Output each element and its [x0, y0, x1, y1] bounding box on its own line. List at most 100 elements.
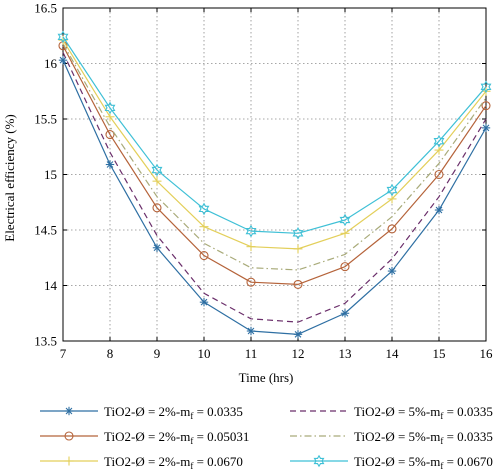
x-tick-label: 13: [339, 346, 352, 361]
legend-label: TiO2-Ø = 5%-mf = 0.0335: [354, 404, 493, 421]
series-6-point: [292, 227, 304, 240]
y-tick-label: 13.5: [34, 334, 57, 349]
series-1-point: [387, 266, 397, 276]
series-1-point: [199, 297, 209, 307]
legend-label-subscript: f: [440, 461, 443, 471]
series-3-point: [293, 279, 303, 289]
series-2: [62, 52, 487, 323]
x-tick-label: 10: [198, 346, 211, 361]
legend-label-suffix: = 0.0335: [193, 404, 243, 419]
x-axis-label: Time (hrs): [239, 370, 294, 385]
legend-swatch-marker: [64, 406, 74, 416]
legend-label-suffix: = 0.0670: [193, 454, 243, 469]
series-5-line: [62, 39, 487, 250]
legend-label: TiO2-Ø = 5%-mf = 0.0670: [354, 454, 493, 471]
legend-label-subscript: f: [440, 411, 443, 421]
series-1-point: [434, 205, 444, 215]
series-3: [58, 41, 491, 289]
series-4: [62, 43, 487, 271]
legend-item-1: TiO2-Ø = 2%-mf = 0.0335: [40, 404, 243, 421]
series-4-line: [62, 43, 487, 271]
y-tick-label: 16.5: [34, 1, 57, 16]
series-6-point: [339, 213, 351, 227]
x-tick-label: 7: [60, 346, 67, 361]
x-tick-label: 9: [154, 346, 161, 361]
legend-label-subscript: f: [190, 461, 193, 471]
series-6-point: [245, 224, 257, 238]
series-group: [57, 30, 492, 339]
legend-label-prefix: TiO2-Ø = 2%-m: [104, 429, 190, 444]
legend-label: TiO2-Ø = 5%-mf = 0.0335: [354, 429, 493, 446]
series-1-point: [340, 309, 350, 318]
series-3-point: [481, 101, 491, 111]
legend-label-suffix: = 0.0670: [443, 454, 493, 469]
series-2-line: [62, 52, 487, 323]
legend-label-prefix: TiO2-Ø = 5%-m: [354, 404, 440, 419]
series-3-point: [340, 262, 350, 272]
x-tick-label: 14: [386, 346, 400, 361]
series-6: [57, 30, 492, 240]
legend-label-prefix: TiO2-Ø = 5%-m: [354, 454, 440, 469]
legend-swatch-marker: [313, 454, 325, 468]
series-1-point: [105, 160, 115, 169]
series-3-point: [152, 203, 162, 213]
legend-label-subscript: f: [190, 411, 193, 421]
series-5-point: [246, 242, 256, 252]
legend-label-suffix: = 0.0335: [443, 429, 493, 444]
legend-label: TiO2-Ø = 2%-mf = 0.0670: [104, 454, 243, 471]
series-6-point: [433, 134, 445, 148]
series-1-point: [58, 55, 68, 65]
x-tick-label: 15: [433, 346, 446, 361]
series-3-point: [387, 224, 397, 234]
legend-label-subscript: f: [190, 436, 193, 446]
y-tick-label: 16: [44, 56, 58, 71]
legend-item-6: TiO2-Ø = 5%-mf = 0.0670: [290, 454, 493, 471]
legend-item-4: TiO2-Ø = 5%-mf = 0.0335: [290, 429, 493, 446]
series-6-point: [198, 202, 210, 216]
series-1-point: [293, 330, 303, 339]
series-3-point: [199, 250, 209, 261]
legend-label-prefix: TiO2-Ø = 2%-m: [104, 404, 190, 419]
legend-item-5: TiO2-Ø = 2%-mf = 0.0670: [40, 454, 243, 471]
legend-label-suffix: = 0.0335: [443, 404, 493, 419]
x-tick-label: 16: [480, 346, 494, 361]
series-3-point: [105, 129, 115, 140]
series-6-point: [57, 30, 69, 44]
series-5-point: [293, 244, 303, 254]
series-6-line: [62, 36, 487, 234]
series-5-point: [199, 222, 209, 232]
series-5-point: [152, 176, 162, 186]
legend: TiO2-Ø = 2%-mf = 0.0335 TiO2-Ø = 5%-mf = …: [40, 404, 493, 471]
legend-swatch-marker: [64, 456, 74, 466]
series-3-point: [434, 169, 444, 180]
series-6-point: [104, 101, 116, 115]
series-3-line: [62, 45, 487, 285]
legend-label-suffix: = 0.05031: [193, 429, 249, 444]
series-3-point: [246, 277, 256, 287]
series-6-point: [480, 80, 492, 94]
series-1-point: [481, 123, 491, 133]
legend-swatch-marker: [64, 431, 74, 441]
legend-label: TiO2-Ø = 2%-mf = 0.0335: [104, 404, 243, 421]
y-tick-label: 15.5: [34, 112, 57, 127]
legend-label-subscript: f: [440, 436, 443, 446]
y-tick-label: 14: [44, 278, 58, 293]
x-tick-label: 12: [292, 346, 305, 361]
series-6-point: [151, 163, 163, 177]
series-5-point: [340, 228, 350, 238]
series-5: [58, 35, 491, 254]
series-1-point: [246, 326, 256, 336]
series-1-line: [62, 59, 487, 335]
legend-label: TiO2-Ø = 2%-mf = 0.05031: [104, 429, 249, 446]
series-1-point: [152, 243, 162, 252]
x-tick-label: 11: [245, 346, 258, 361]
y-tick-label: 14.5: [34, 223, 57, 238]
legend-item-3: TiO2-Ø = 2%-mf = 0.05031: [40, 429, 249, 446]
axis-ticks: 7 8 9 10 11 12 13 14 15 16 13.5 14 14.5 15 15.5 16 16.5: [34, 1, 493, 362]
x-tick-label: 8: [107, 346, 114, 361]
legend-label-prefix: TiO2-Ø = 2%-m: [104, 454, 190, 469]
legend-item-2: TiO2-Ø = 5%-mf = 0.0335: [290, 404, 493, 421]
series-6-point: [386, 183, 398, 197]
